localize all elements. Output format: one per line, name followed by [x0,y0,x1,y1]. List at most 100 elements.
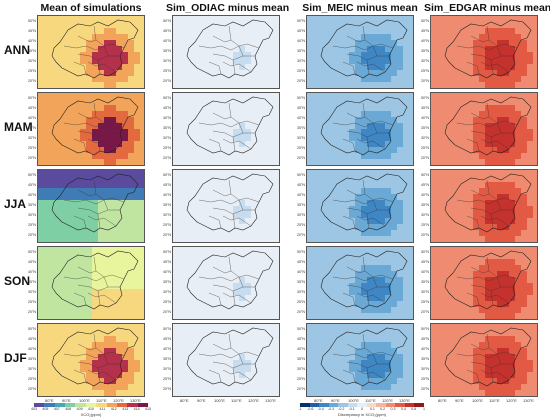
lat-tick-4: 30°N [296,367,305,371]
map-mean-ann [38,16,144,88]
lat-tick-1: 45°N [162,183,171,187]
lat-tick-3: 35°N [296,280,305,284]
map-panel-odiac-ann [172,15,280,89]
map-edgar-djf [431,324,537,396]
lat-tick-2: 40°N [162,193,171,197]
lat-tick-0: 50°N [420,19,429,23]
lat-tick-3: 35°N [420,357,429,361]
lat-tick-2: 40°N [296,270,305,274]
map-meic-son [307,247,413,319]
colorbar-mean-tick-7: 412 [110,407,117,411]
lat-tick-0: 50°N [162,19,171,23]
lat-tick-1: 45°N [420,337,429,341]
lat-tick-0: 50°N [420,173,429,177]
lon-tick-2: 100°E [214,398,225,403]
lat-tick-1: 45°N [420,260,429,264]
colorbar-diff-swatch-2 [319,403,329,407]
map-mean-djf [38,324,144,396]
colorbar-mean-tick-8: 413 [122,407,129,411]
row-label-ann: ANN [4,43,30,57]
lon-tick-4: 120°E [113,398,124,403]
lat-tick-1: 45°N [27,260,36,264]
colorbar-mean-swatch-0 [34,403,45,407]
map-mean-jja [38,170,144,242]
map-panel-odiac-son [172,246,280,320]
colorbar-mean-swatch-10 [137,403,148,407]
colorbar-diff-swatch-9 [385,403,396,407]
colorbar-mean-tick-4: 409 [76,407,83,411]
lat-tick-5: 25°N [296,69,305,73]
lat-tick-1: 45°N [296,260,305,264]
colorbar-diff-tick-10: 0.4 [400,407,406,411]
lon-tick-1: 90°E [455,398,464,403]
lat-tick-2: 40°N [162,347,171,351]
map-panel-edgar-mam [430,92,538,166]
colorbar-diff-swatch-7 [366,403,377,407]
lat-tick-0: 50°N [420,96,429,100]
colorbar-diff-swatch-12 [414,403,424,407]
lat-tick-5: 25°N [420,377,429,381]
lat-tick-6: 20°N [296,156,305,160]
lon-tick-3: 110°E [489,398,500,403]
row-label-son: SON [4,274,31,288]
map-edgar-mam [431,93,537,165]
lon-tick-0: 80°E [180,398,189,403]
colorbar-mean-swatch-8 [116,403,128,407]
lat-tick-1: 45°N [420,29,429,33]
colorbar-mean-swatch-9 [127,403,138,407]
lat-tick-2: 40°N [420,270,429,274]
colorbar-mean-label: XCO₂(ppm) [80,412,102,417]
lon-tick-3: 110°E [365,398,376,403]
colorbar-mean-swatch-6 [96,403,107,407]
lat-tick-5: 25°N [420,69,429,73]
lat-tick-6: 20°N [162,387,171,391]
colorbar-diff-swatch-4 [338,403,348,407]
lat-tick-3: 35°N [296,203,305,207]
column-title-edgar: Sim_EDGAR minus mean [424,2,550,14]
lat-tick-4: 30°N [420,367,429,371]
lat-tick-2: 40°N [162,116,171,120]
lat-tick-1: 45°N [27,29,36,33]
lat-tick-2: 40°N [27,116,36,120]
lat-tick-2: 40°N [27,39,36,43]
map-panel-edgar-son [430,246,538,320]
lat-tick-5: 25°N [420,146,429,150]
map-panel-meic-jja [306,169,414,243]
lat-tick-6: 20°N [420,310,429,314]
map-meic-ann [307,16,413,88]
map-panel-edgar-jja [430,169,538,243]
lat-tick-5: 25°N [296,300,305,304]
lat-tick-0: 50°N [296,250,305,254]
map-panel-meic-djf [306,323,414,397]
colorbar-mean-swatch-2 [54,403,66,407]
lon-tick-5: 130°E [265,398,276,403]
lat-tick-0: 50°N [420,327,429,331]
lat-tick-4: 30°N [296,290,305,294]
lon-tick-5: 130°E [399,398,410,403]
lat-tick-4: 30°N [420,136,429,140]
lat-tick-1: 45°N [296,183,305,187]
lat-tick-6: 20°N [296,79,305,83]
column-title-odiac: Sim_ODIAC minus mean [166,2,290,14]
map-panel-meic-ann [306,15,414,89]
lat-tick-2: 40°N [420,347,429,351]
lat-tick-6: 20°N [296,233,305,237]
colorbar-diff-tick-7: 0.1 [369,407,375,411]
map-panel-mean-son [37,246,145,320]
map-odiac-djf [173,324,279,396]
lat-tick-4: 30°N [27,136,36,140]
lat-tick-5: 25°N [162,146,171,150]
lat-tick-3: 35°N [296,357,305,361]
lat-tick-1: 45°N [296,29,305,33]
colorbar-diff-tick-8: 0.2 [380,407,386,411]
lat-tick-0: 50°N [296,96,305,100]
colorbar-diff-swatch-3 [328,403,339,407]
lat-tick-6: 20°N [27,387,36,391]
colorbar-diff-tick-4: -0.2 [338,407,345,411]
lat-tick-1: 45°N [420,106,429,110]
map-panel-mean-djf [37,323,145,397]
map-odiac-son [173,247,279,319]
lat-tick-3: 35°N [162,203,171,207]
lat-tick-3: 35°N [162,49,171,53]
colorbar-mean-tick-9: 414 [133,407,140,411]
